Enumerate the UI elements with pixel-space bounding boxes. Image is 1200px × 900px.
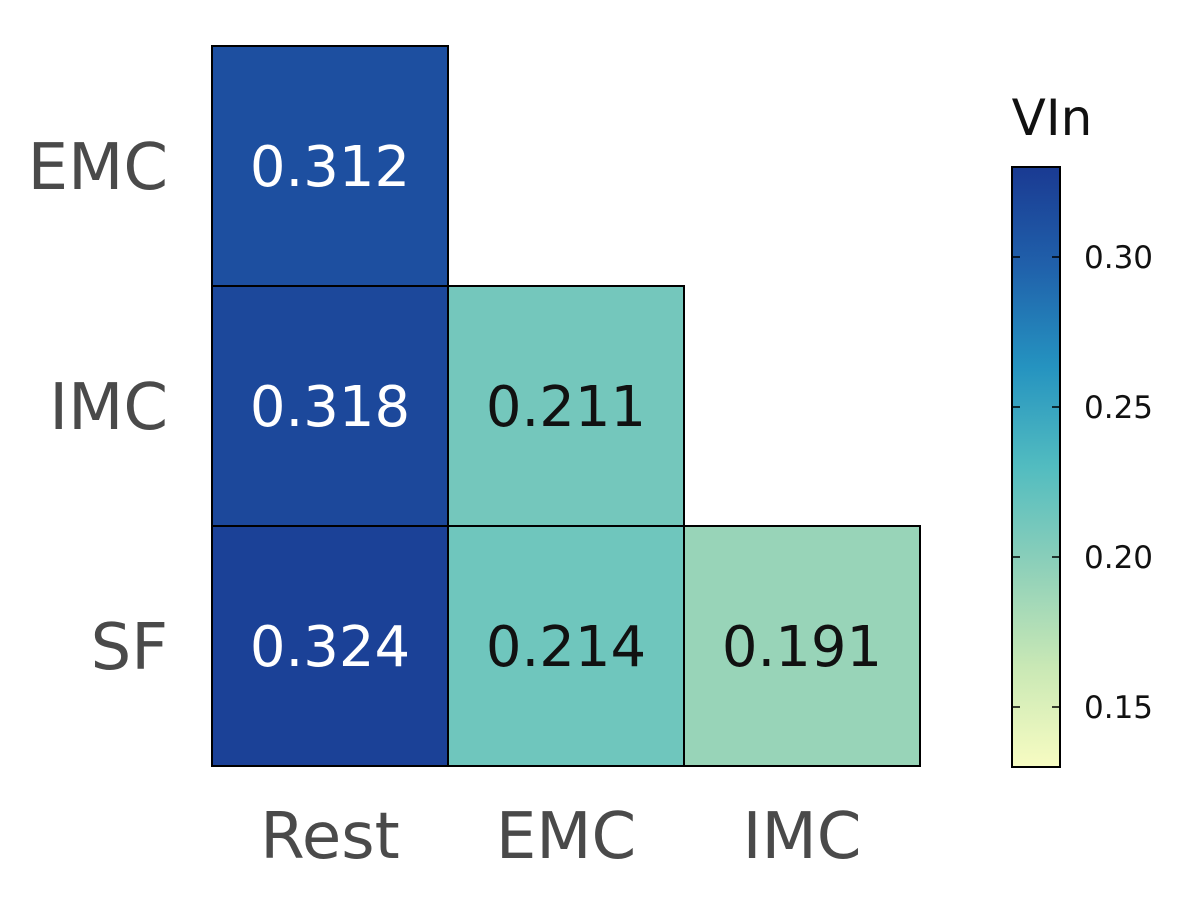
column-label: EMC (496, 800, 636, 874)
heatmap-cell (211, 45, 449, 287)
heatmap-cell (683, 525, 921, 767)
colorbar-tick-label: 0.30 (1084, 240, 1153, 276)
heatmap-cell (447, 285, 685, 527)
cell-value-label: 0.211 (486, 375, 646, 440)
colorbar-title: VIn (1012, 89, 1093, 147)
heatmap-cell (211, 525, 449, 767)
cell-value-label: 0.312 (250, 135, 410, 200)
column-label: IMC (743, 800, 862, 874)
cell-value-label: 0.324 (250, 615, 410, 680)
row-labels: EMC IMC SF (28, 131, 168, 685)
row-label: EMC (28, 131, 168, 205)
colorbar-gradient (1011, 166, 1061, 768)
colorbar: VIn 0.15 0.20 0.25 0.30 (1011, 89, 1153, 768)
heatmap-cell (447, 525, 685, 767)
row-label: SF (91, 611, 168, 685)
column-label: Rest (260, 800, 399, 874)
colorbar-tick-label: 0.25 (1084, 390, 1153, 426)
colorbar-tick-label: 0.15 (1084, 690, 1153, 726)
heatmap-cell (211, 285, 449, 527)
cell-value-label: 0.318 (250, 375, 410, 440)
cell-value-label: 0.214 (486, 615, 646, 680)
colorbar-ticks: 0.15 0.20 0.25 0.30 (1012, 240, 1153, 726)
row-label: IMC (49, 371, 168, 445)
heatmap-cells: 0.312 0.318 0.211 0.324 0.214 0.191 (211, 45, 921, 767)
column-labels: Rest EMC IMC (260, 800, 861, 874)
colorbar-tick-label: 0.20 (1084, 540, 1153, 576)
cell-value-label: 0.191 (722, 615, 882, 680)
